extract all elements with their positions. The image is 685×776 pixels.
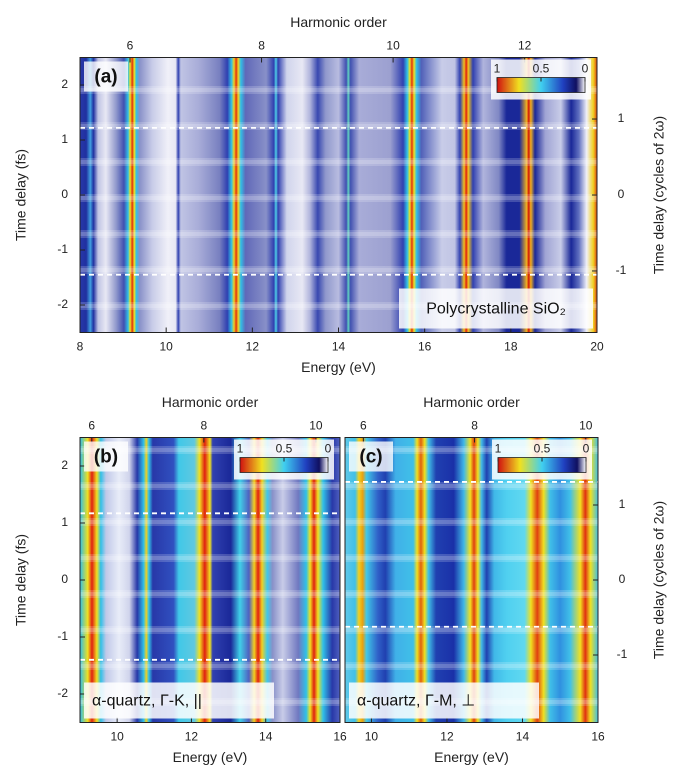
y2-tick-label: 0 (619, 572, 626, 586)
y-tick-label: -1 (57, 629, 68, 643)
colorbar-tick-label: 0.5 (276, 442, 293, 456)
annotation-box (399, 288, 593, 329)
x-tick-label: 8 (77, 340, 84, 354)
x-tick-label: 16 (591, 730, 605, 744)
x2-tick-label: 8 (258, 39, 265, 53)
x-tick-label: 12 (185, 730, 199, 744)
x-tick-label: 10 (365, 730, 379, 744)
x2-tick-label: 6 (88, 419, 95, 433)
y-tick-label: 1 (61, 132, 68, 146)
x2-tick-label: 8 (471, 419, 478, 433)
y-tick-label: 2 (61, 77, 68, 91)
x-tick-label: 12 (440, 730, 454, 744)
x-tick-label: 16 (418, 340, 432, 354)
x-tick-label: 16 (333, 730, 347, 744)
panel-label-box (84, 441, 128, 472)
y-tick-label: -2 (57, 297, 68, 311)
x-axis-label: Energy (eV) (173, 749, 248, 765)
y2-axis-label: Time delay (cycles of 2ω) (651, 501, 667, 659)
y-axis-label: Time delay (fs) (13, 534, 29, 626)
colorbar-tick-label: 0.5 (533, 62, 550, 76)
colorbar-tick-label: 0.5 (534, 442, 551, 456)
annotation-box (84, 682, 274, 719)
panel-label: (a) (94, 67, 117, 88)
x2-axis-label: Harmonic order (290, 14, 387, 30)
heatmap-modulation (345, 437, 598, 723)
panel-label: (c) (359, 447, 382, 468)
x2-axis-label: Harmonic order (162, 394, 259, 410)
y2-tick-label: 0 (618, 187, 625, 201)
x2-tick-label: 12 (518, 39, 532, 53)
x2-tick-label: 10 (579, 419, 593, 433)
x2-tick-label: 6 (360, 419, 367, 433)
y-axis-label: Time delay (fs) (13, 149, 29, 241)
panel-label: (b) (94, 447, 118, 468)
colorbar-tick-label: 0 (583, 442, 590, 456)
y-tick-label: 1 (61, 515, 68, 529)
y-tick-label: 0 (61, 187, 68, 201)
colorbar-tick-label: 1 (495, 442, 502, 456)
x-tick-label: 14 (516, 730, 530, 744)
x-tick-label: 10 (159, 340, 173, 354)
y2-tick-label: 1 (618, 111, 625, 125)
x2-tick-label: 8 (200, 419, 207, 433)
y2-tick-label: -1 (617, 647, 628, 661)
x-tick-label: 12 (246, 340, 260, 354)
annotation: α-quartz, Γ-K, || (92, 693, 202, 710)
x-tick-label: 14 (332, 340, 346, 354)
colorbar-tick-label: 0 (325, 442, 332, 456)
y2-axis-label: Time delay (cycles of 2ω) (651, 116, 667, 274)
x-tick-label: 20 (590, 340, 604, 354)
panel-label-box (84, 61, 128, 92)
x-axis-label: Energy (eV) (301, 359, 376, 375)
x2-axis-label: Harmonic order (423, 394, 520, 410)
x-axis-label: Energy (eV) (434, 749, 509, 765)
x-tick-label: 10 (110, 730, 124, 744)
colorbar-tick-label: 1 (237, 442, 244, 456)
y-tick-label: 2 (61, 458, 68, 472)
y2-tick-label: -1 (616, 263, 627, 277)
heatmap-modulation (80, 437, 340, 723)
heatmap-modulation (80, 57, 597, 333)
x-tick-label: 18 (504, 340, 518, 354)
panel-label-box (349, 441, 393, 472)
y-tick-label: 0 (61, 572, 68, 586)
annotation: α-quartz, Γ-M, ⊥ (357, 693, 475, 710)
x-tick-label: 14 (259, 730, 273, 744)
x2-tick-label: 6 (127, 39, 134, 53)
x2-tick-label: 10 (386, 39, 400, 53)
annotation: Polycrystalline SiO₂ (426, 301, 566, 318)
annotation-box (349, 682, 539, 719)
x2-tick-label: 10 (309, 419, 323, 433)
y2-tick-label: 1 (619, 497, 626, 511)
y-tick-label: -2 (57, 686, 68, 700)
colorbar-tick-label: 1 (494, 62, 501, 76)
colorbar-tick-label: 0 (582, 62, 589, 76)
y-tick-label: -1 (57, 242, 68, 256)
